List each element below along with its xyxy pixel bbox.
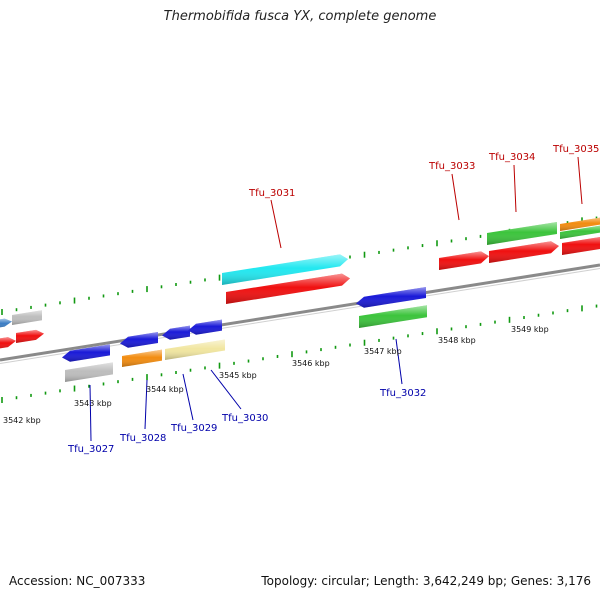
accession-text: Accession: NC_007333 xyxy=(9,574,146,588)
scale-labels: 3542 kbp 3543 kbp 3544 kbp 3545 kbp 3546… xyxy=(3,325,549,425)
gene-arrow-shade xyxy=(356,286,426,308)
gene-arrow-shade xyxy=(12,310,42,325)
callout-line xyxy=(144,379,148,430)
reverse-strand-ruler xyxy=(1,304,598,403)
gene-arrow-shade xyxy=(560,217,600,231)
gene-arrow-shade xyxy=(0,318,12,328)
gene-arrow-shade xyxy=(222,254,348,285)
gene-label-tfu-3031[interactable]: Tfu_3031 xyxy=(248,188,295,199)
gene-arrow-shade xyxy=(560,225,600,239)
callout-line xyxy=(451,173,460,221)
gene-features xyxy=(0,217,600,382)
gene-label-tfu-3030[interactable]: Tfu_3030 xyxy=(221,413,268,424)
backbone-line xyxy=(0,263,600,362)
callout-line xyxy=(210,369,242,410)
gene-label-tfu-3027[interactable]: Tfu_3027 xyxy=(67,444,114,455)
gene-label-tfu-3034[interactable]: Tfu_3034 xyxy=(488,152,535,163)
gene-arrow-shade xyxy=(16,329,44,343)
gene-arrow-shade xyxy=(122,349,162,367)
gene-label-tfu-3032[interactable]: Tfu_3032 xyxy=(379,388,426,399)
scale-label: 3549 kbp xyxy=(511,325,549,334)
scale-label: 3547 kbp xyxy=(364,347,402,356)
gene-callouts xyxy=(89,156,583,442)
scale-label: 3544 kbp xyxy=(146,385,184,394)
callout-line xyxy=(577,156,583,205)
gene-arrow-shade xyxy=(487,221,557,245)
callout-line xyxy=(395,338,403,385)
gene-arrow-shade xyxy=(120,331,158,348)
map-title: Thermobifida fusca YX, complete genome xyxy=(163,9,437,24)
gene-label-tfu-3035[interactable]: Tfu_3035 xyxy=(552,144,599,155)
genome-summary: Topology: circular; Length: 3,642,249 bp… xyxy=(261,574,591,588)
gene-arrow-shade xyxy=(188,319,222,335)
gene-arrow-shade xyxy=(62,344,110,362)
gene-arrow-shade xyxy=(65,362,113,382)
callout-line xyxy=(513,164,517,213)
scale-label: 3543 kbp xyxy=(74,399,112,408)
gene-arrow-shade xyxy=(162,325,190,340)
gene-label-tfu-3033[interactable]: Tfu_3033 xyxy=(428,161,475,172)
gene-arrow-shade xyxy=(489,241,559,263)
gene-label-tfu-3028[interactable]: Tfu_3028 xyxy=(119,433,166,444)
callout-line xyxy=(182,373,194,421)
scale-label: 3545 kbp xyxy=(219,371,257,380)
scale-label: 3546 kbp xyxy=(292,359,330,368)
gene-arrow-shade xyxy=(562,236,600,255)
gene-labels: Tfu_3027 Tfu_3028 Tfu_3029 Tfu_3030 Tfu_… xyxy=(67,144,599,455)
gene-arrow-shade xyxy=(226,273,350,304)
gene-arrow-shade xyxy=(0,337,16,349)
gene-arrow-shade xyxy=(439,251,489,270)
scale-label: 3542 kbp xyxy=(3,416,41,425)
gene-arrow-shade xyxy=(359,305,427,328)
gene-label-tfu-3029[interactable]: Tfu_3029 xyxy=(170,423,217,434)
gene-arrow-shade xyxy=(165,339,225,360)
scale-label: 3548 kbp xyxy=(438,336,476,345)
callout-line xyxy=(89,384,92,442)
callout-line xyxy=(270,199,282,249)
